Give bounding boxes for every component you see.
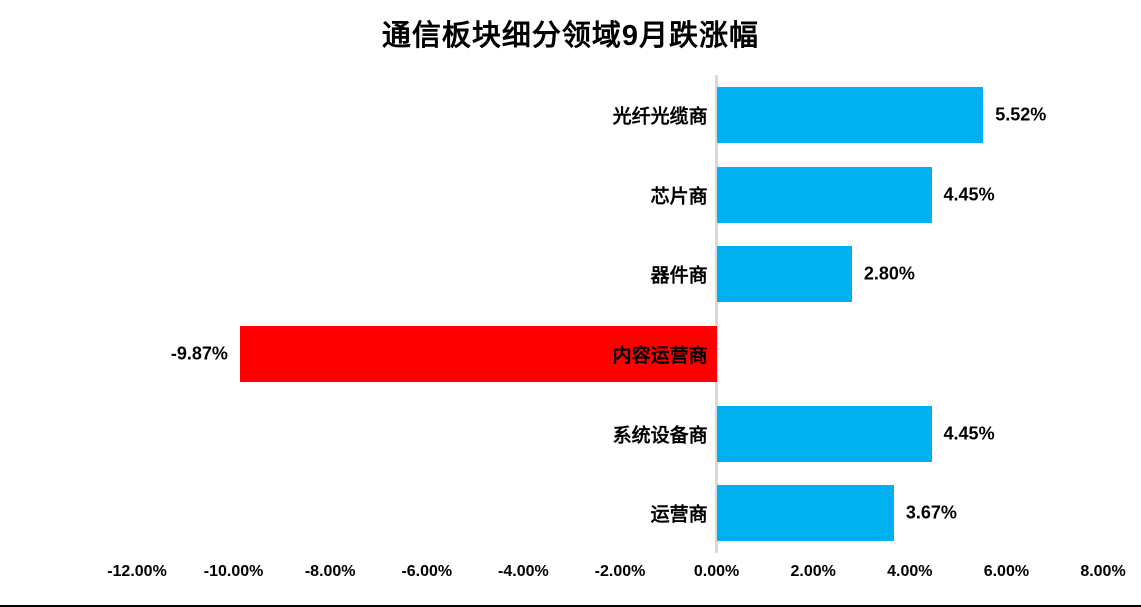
value-label-3: 2.80% [863,263,915,284]
y-axis-line [715,75,719,553]
bar-2 [716,166,932,223]
x-tick-label-1: -12.00% [107,563,167,580]
category-label-3: 器件商 [650,265,708,287]
category-label-4: 内容运营商 [612,345,708,367]
category-label-6: 运营商 [650,504,708,526]
x-tick-label-4: -6.00% [401,563,453,580]
x-tick-label-7: 0.00% [693,563,740,580]
value-label-1: 5.52% [995,104,1047,125]
bar-3 [716,246,852,303]
chart-title: 通信板块细分领域9月跌涨幅 [381,20,760,52]
x-tick-label-8: 2.00% [790,563,836,580]
category-label-1: 光纤光缆商 [612,106,708,128]
category-label-5: 系统设备商 [612,425,708,446]
bar-1 [716,86,984,143]
bar-4 [239,325,717,382]
bar-6 [716,485,894,542]
x-tick-label-6: -2.00% [594,563,646,580]
x-tick-label-9: 4.00% [887,563,933,580]
value-label-2: 4.45% [943,184,995,204]
bar-5 [716,405,932,462]
value-label-6: 3.67% [905,502,957,523]
x-tick-label-11: 8.00% [1080,563,1126,580]
category-label-2: 芯片商 [650,186,708,207]
x-tick-label-2: -10.00% [203,563,264,580]
bottom-border-line [0,605,1141,607]
x-tick-label-10: 6.00% [983,563,1030,580]
x-tick-label-5: -4.00% [498,563,549,580]
value-label-5: 4.45% [943,423,995,443]
x-tick-label-3: -8.00% [304,563,356,580]
value-label-4: -9.87% [170,343,228,364]
